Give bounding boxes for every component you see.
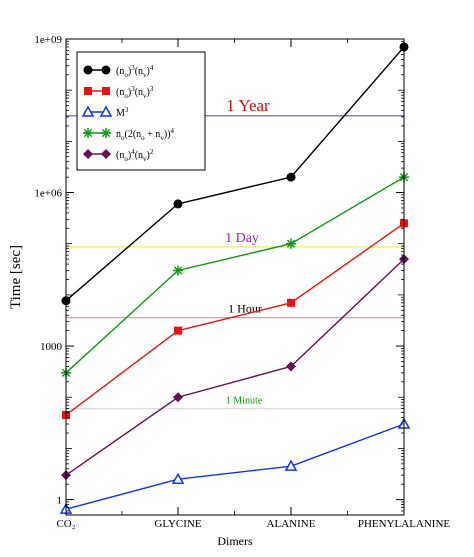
series (59, 417, 411, 514)
x-tick-label: PHENYLALANINE (358, 518, 451, 530)
data-point (99, 105, 113, 117)
series-line (65, 423, 405, 510)
data-point (101, 128, 111, 138)
y-tick-label: 1000 (40, 341, 63, 353)
y-tick-label: 1e+06 (34, 188, 62, 200)
x-tick-label: ALANINE (267, 518, 316, 530)
data-point (81, 105, 95, 117)
data-point (83, 149, 93, 159)
y-axis-ticks: 1 1000 1e+06 1e+09 (34, 34, 404, 516)
series (62, 219, 408, 419)
x-axis-label: Dimers (217, 534, 253, 548)
series-line (65, 222, 405, 416)
x-tick-label: CO₂ (56, 518, 75, 530)
reference-line-label: 1 Day (225, 231, 259, 246)
y-axis-label: Time [sec] (8, 245, 24, 309)
legend: (no)3(nv)4 (no)3(nv)3 M3 no(2(no + nv))4 (no… (76, 51, 206, 171)
legend-label: (no)3(nv)4 (116, 64, 154, 79)
data-point (173, 199, 183, 209)
data-series (59, 42, 411, 514)
x-axis-ticks: CO₂ GLYCINE ALANINE PHENYLALANINE (56, 39, 450, 530)
data-point (286, 172, 296, 182)
series-line (65, 176, 405, 374)
data-point (83, 65, 93, 75)
data-point (174, 326, 182, 335)
data-point (286, 238, 296, 249)
plot-frame (65, 38, 405, 516)
data-point (173, 265, 183, 276)
data-point (102, 87, 110, 95)
legend-label: no(2(no + nv))4 (116, 127, 174, 142)
data-point (284, 459, 298, 471)
reference-line-label: 1 Minute (226, 396, 263, 407)
data-point (101, 65, 111, 75)
data-point (101, 149, 111, 159)
legend-label: (no)4(nv)2 (116, 148, 154, 163)
data-point (171, 472, 185, 484)
series-line (65, 258, 405, 476)
legend-label: M3 (116, 106, 129, 119)
y-tick-label: 1 (57, 495, 63, 507)
series (61, 172, 409, 378)
legend-box (76, 51, 206, 171)
legend-label: (no)3(nv)3 (116, 85, 154, 100)
data-point (287, 298, 295, 307)
data-point (83, 128, 93, 138)
x-tick-label: GLYCINE (154, 518, 201, 530)
series-line (65, 46, 405, 302)
y-tick-label: 1e+09 (34, 34, 62, 46)
reference-line-label: 1 Year (226, 96, 270, 115)
data-point (84, 87, 92, 95)
data-point (286, 361, 296, 372)
series (61, 254, 409, 481)
series (61, 42, 409, 306)
data-point (173, 392, 183, 403)
